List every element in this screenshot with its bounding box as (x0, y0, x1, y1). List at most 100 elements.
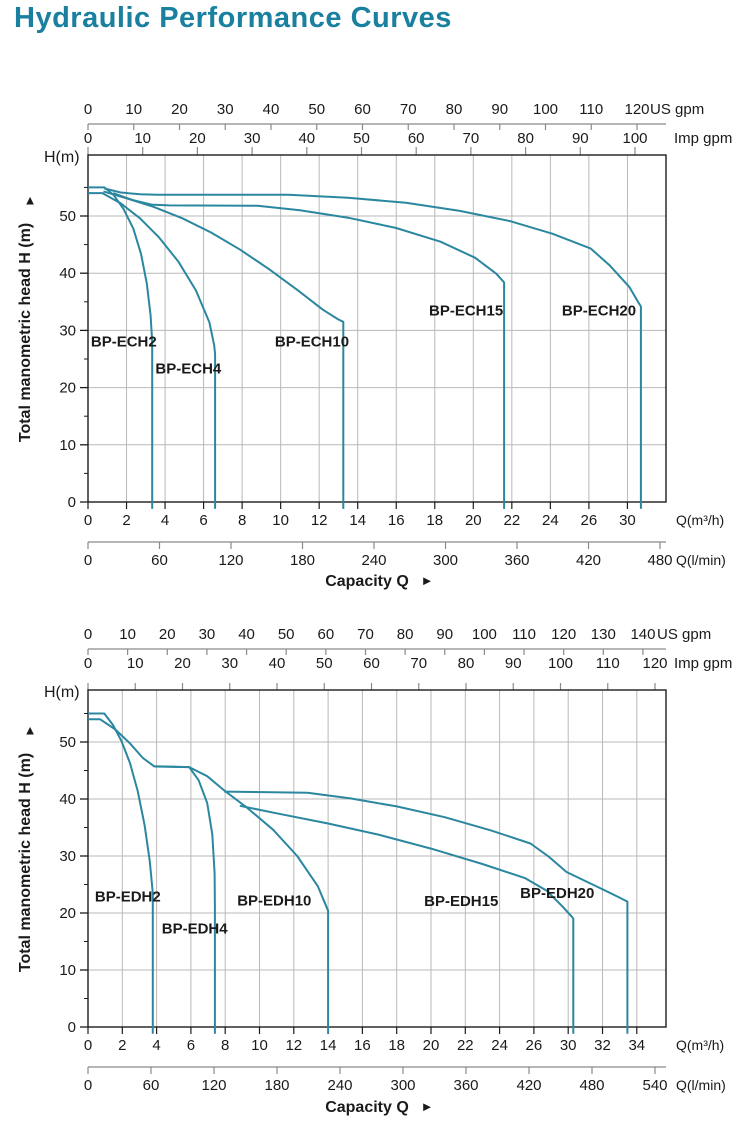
imp-gpm-tick-label: 110 (596, 655, 620, 672)
y-corner-label: H(m) (44, 149, 80, 166)
imp-gpm-tick-label: 40 (269, 655, 286, 672)
x-tick-label: 8 (221, 1037, 229, 1054)
imp-gpm-tick-label: 40 (298, 130, 315, 147)
lmin-tick-label: 120 (201, 1077, 226, 1094)
us-gpm-tick-label: 100 (533, 101, 558, 118)
imp-gpm-tick-label: 90 (572, 130, 589, 147)
lmin-tick-label: 480 (648, 552, 673, 569)
us-gpm-tick-label: 10 (119, 626, 136, 643)
imp-gpm-tick-label: 20 (174, 655, 191, 672)
lmin-tick-label: 480 (579, 1077, 604, 1094)
lmin-tick-label: 360 (504, 552, 529, 569)
x-tick-label: 0 (84, 512, 92, 529)
imp-gpm-tick-label: 10 (127, 655, 144, 672)
us-gpm-unit-label: US gpm (650, 101, 704, 118)
us-gpm-tick-label: 120 (551, 626, 576, 643)
plot-frame (87, 689, 667, 1028)
x-tick-label: 4 (152, 1037, 160, 1054)
lmin-tick-label: 60 (151, 552, 168, 569)
performance-chart-2: 0 10 20 30 40 50 60 70 80 90 100 110 120 130 140 US gpm… (17, 626, 732, 1116)
imp-gpm-tick-label: 60 (408, 130, 425, 147)
x-tick-label: 16 (354, 1037, 371, 1054)
us-gpm-tick-label: 20 (159, 626, 176, 643)
curve-BP-EDH15 (239, 804, 575, 1034)
imp-gpm-tick-label: 100 (548, 655, 573, 672)
x-tick-label: 24 (491, 1037, 508, 1054)
lmin-tick-label: 540 (642, 1077, 667, 1094)
us-gpm-tick-label: 10 (125, 101, 142, 118)
curve-BP-EDH20 (224, 790, 629, 1034)
us-gpm-tick-label: 100 (472, 626, 497, 643)
curve-BP-ECH2 (88, 186, 154, 509)
imp-gpm-tick-label: 0 (84, 130, 92, 147)
x-tick-label: 0 (84, 1037, 92, 1054)
curve-label-BP-EDH15: BP-EDH15 (424, 893, 498, 910)
lmin-tick-label: 420 (516, 1077, 541, 1094)
x-tick-label: 32 (594, 1037, 611, 1054)
imp-gpm-tick-label: 30 (244, 130, 261, 147)
curve-BP-ECH10 (103, 190, 345, 509)
us-gpm-tick-label: 60 (317, 626, 334, 643)
imp-gpm-tick-label: 60 (363, 655, 380, 672)
up-arrow-icon: ▲ (24, 193, 37, 208)
us-gpm-tick-label: 80 (397, 626, 414, 643)
lmin-tick-label: 420 (576, 552, 601, 569)
imp-gpm-unit-label: Imp gpm (674, 655, 732, 672)
curve-label-BP-EDH2: BP-EDH2 (95, 889, 161, 906)
x-tick-label: 6 (187, 1037, 195, 1054)
us-gpm-tick-label: 120 (624, 101, 649, 118)
curve-BP-ECH15 (112, 192, 506, 509)
y-tick-label: 20 (59, 905, 76, 922)
curve-BP-ECH20 (104, 187, 642, 509)
curve-label-BP-ECH10: BP-ECH10 (275, 333, 349, 350)
x-tick-label: 20 (423, 1037, 440, 1054)
x-tick-label: 30 (619, 512, 636, 529)
curve-BP-EDH2 (88, 712, 154, 1034)
x-tick-label: 14 (349, 512, 366, 529)
imp-gpm-tick-label: 90 (505, 655, 522, 672)
imp-gpm-tick-label: 70 (463, 130, 480, 147)
us-gpm-tick-label: 30 (199, 626, 216, 643)
x-unit-lmin-label: Q(l/min) (676, 1077, 726, 1093)
curve-label-BP-ECH2: BP-ECH2 (91, 333, 157, 350)
x-tick-label: 2 (122, 512, 130, 529)
us-gpm-tick-label: 90 (491, 101, 508, 118)
x-unit-lmin-label: Q(l/min) (676, 552, 726, 568)
x-tick-label: 18 (388, 1037, 405, 1054)
lmin-tick-label: 180 (290, 552, 315, 569)
us-gpm-tick-label: 0 (84, 101, 92, 118)
curve-label-BP-EDH20: BP-EDH20 (520, 885, 594, 902)
lmin-tick-label: 180 (264, 1077, 289, 1094)
imp-gpm-tick-label: 50 (316, 655, 333, 672)
imp-gpm-tick-label: 30 (221, 655, 238, 672)
x-tick-label: 26 (581, 512, 598, 529)
lmin-tick-label: 0 (84, 552, 92, 569)
us-gpm-tick-label: 70 (357, 626, 374, 643)
imp-gpm-tick-label: 20 (189, 130, 206, 147)
y-tick-label: 10 (59, 437, 76, 454)
y-tick-label: 10 (59, 962, 76, 979)
imp-gpm-tick-label: 120 (642, 655, 667, 672)
y-tick-label: 0 (68, 1019, 76, 1036)
x-tick-label: 14 (320, 1037, 337, 1054)
curve-label-BP-EDH10: BP-EDH10 (237, 893, 311, 910)
curve-BP-EDH10 (153, 765, 330, 1034)
y-tick-label: 20 (59, 380, 76, 397)
y-axis-title: Total manometric head H (m) (17, 223, 34, 442)
us-gpm-tick-label: 50 (278, 626, 295, 643)
y-tick-label: 50 (59, 734, 76, 751)
page-title: Hydraulic Performance Curves (14, 2, 452, 34)
x-tick-label: 34 (628, 1037, 645, 1054)
x-tick-label: 12 (311, 512, 328, 529)
x-tick-label: 10 (272, 512, 289, 529)
curve-label-BP-ECH20: BP-ECH20 (562, 303, 636, 320)
lmin-tick-label: 300 (390, 1077, 415, 1094)
up-arrow-icon: ▲ (24, 723, 37, 738)
y-tick-label: 40 (59, 791, 76, 808)
x-unit-m3h-label: Q(m³/h) (676, 512, 724, 528)
imp-gpm-tick-label: 70 (410, 655, 427, 672)
us-gpm-tick-label: 40 (263, 101, 280, 118)
us-gpm-tick-label: 70 (400, 101, 417, 118)
us-gpm-tick-label: 90 (436, 626, 453, 643)
